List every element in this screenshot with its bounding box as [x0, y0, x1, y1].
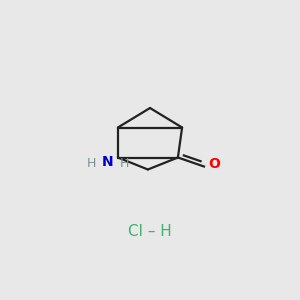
Text: H: H: [87, 157, 96, 170]
Text: O: O: [208, 158, 220, 171]
Text: Cl – H: Cl – H: [128, 224, 172, 238]
Text: H: H: [120, 157, 129, 170]
Text: N: N: [102, 155, 114, 169]
